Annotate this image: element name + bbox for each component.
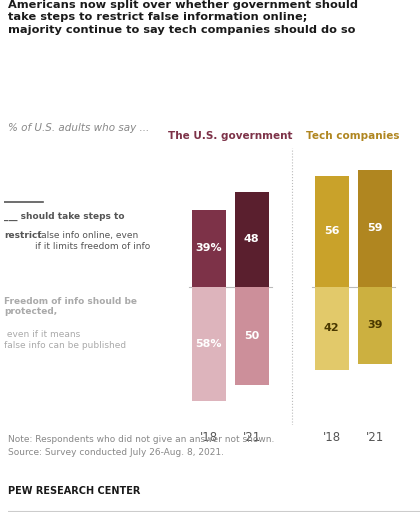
Bar xyxy=(315,176,349,287)
Text: 48: 48 xyxy=(244,234,260,244)
Text: 39%: 39% xyxy=(195,243,222,253)
Text: 56: 56 xyxy=(324,226,339,237)
Text: ___ should take steps to: ___ should take steps to xyxy=(4,211,125,231)
Text: even if it means
false info can be published: even if it means false info can be publi… xyxy=(4,330,126,350)
Text: Tech companies: Tech companies xyxy=(307,131,400,141)
Text: Freedom of info should be
protected,: Freedom of info should be protected, xyxy=(4,296,137,316)
Text: 59: 59 xyxy=(367,223,383,233)
Bar xyxy=(235,287,269,386)
Text: 58%: 58% xyxy=(196,339,222,349)
Text: PEW RESEARCH CENTER: PEW RESEARCH CENTER xyxy=(8,486,141,496)
Text: Note: Respondents who did not give an answer not shown.
Source: Survey conducted: Note: Respondents who did not give an an… xyxy=(8,435,275,457)
Text: 39: 39 xyxy=(367,320,383,330)
Bar xyxy=(358,287,391,364)
Bar xyxy=(192,287,226,401)
Text: 42: 42 xyxy=(324,323,339,333)
Text: % of U.S. adults who say ...: % of U.S. adults who say ... xyxy=(8,123,150,134)
Bar xyxy=(235,192,269,287)
Bar xyxy=(315,287,349,370)
Bar xyxy=(358,170,391,287)
Bar xyxy=(192,210,226,287)
Text: false info online, even
if it limits freedom of info: false info online, even if it limits fre… xyxy=(34,231,150,251)
Text: Americans now split over whether government should
take steps to restrict false : Americans now split over whether governm… xyxy=(8,0,358,35)
Text: The U.S. government: The U.S. government xyxy=(168,131,293,141)
Text: 50: 50 xyxy=(244,331,260,341)
Text: restrict: restrict xyxy=(4,231,42,241)
